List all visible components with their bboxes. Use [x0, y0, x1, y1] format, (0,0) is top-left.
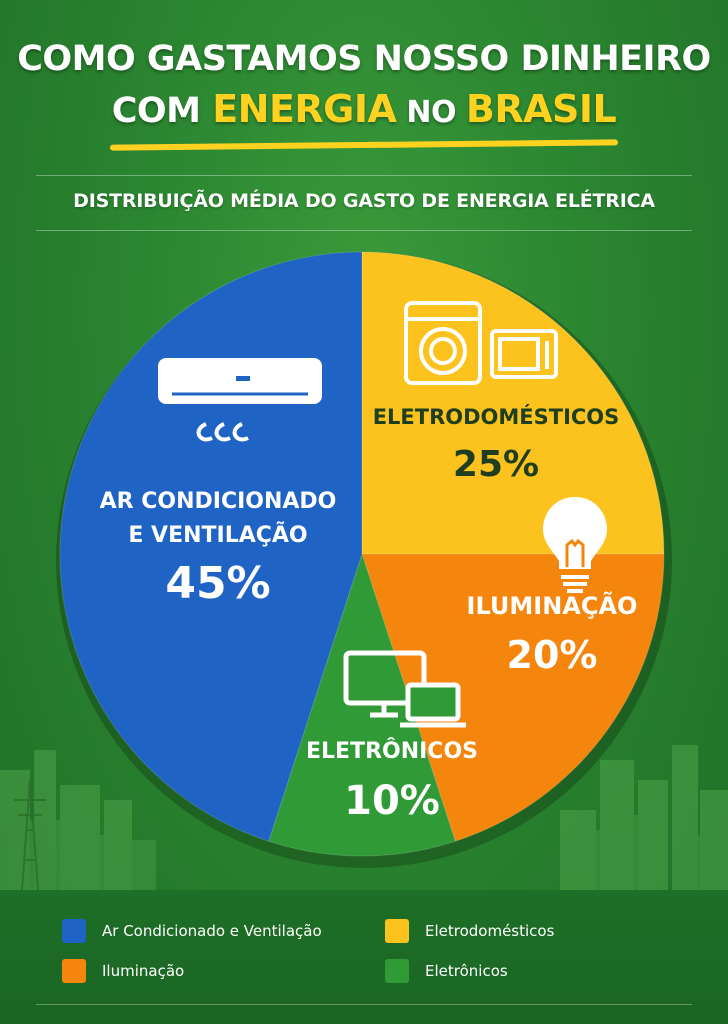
- slice-eletrodomesticos: [361, 251, 665, 555]
- slice-label: ILUMINAÇÃO: [467, 591, 638, 620]
- slice-label: AR CONDICIONADO: [100, 489, 337, 514]
- slice-value-label: 25%: [453, 444, 539, 485]
- legend-swatch: [62, 919, 86, 943]
- chart-title: DISTRIBUIÇÃO MÉDIA DO GASTO DE ENERGIA E…: [73, 190, 655, 212]
- title-brasil: BRASIL: [465, 87, 617, 131]
- legend-swatch: [385, 959, 409, 983]
- slice-label: ELETRODOMÉSTICOS: [373, 404, 620, 429]
- subtitle-divider: [36, 230, 692, 231]
- city-skyline: [0, 745, 728, 890]
- title-line-1: COMO GASTAMOS NOSSO DINHEIRO: [17, 39, 711, 79]
- pie-slices: [59, 251, 665, 857]
- appliances-icon: [404, 301, 558, 385]
- title-com: COM: [111, 91, 213, 131]
- slice-value-label: 20%: [507, 633, 598, 677]
- legend-item-iluminacao: Iluminação: [62, 958, 184, 984]
- title-line-2: COM ENERGIA NO BRASIL: [0, 84, 728, 138]
- slice-label: ELETRÔNICOS: [306, 738, 478, 764]
- title-energia: ENERGIA: [212, 87, 397, 131]
- legend-item-eletrodomesticos: Eletrodomésticos: [385, 918, 554, 944]
- light-bulb-icon: [543, 497, 607, 593]
- legend-label: Eletrônicos: [425, 962, 508, 980]
- footer-divider: [36, 1004, 692, 1005]
- legend-swatch: [385, 919, 409, 943]
- top-divider: [36, 175, 692, 176]
- air-conditioner-icon: [158, 358, 322, 442]
- page-title: COMO GASTAMOS NOSSO DINHEIRO COM ENERGIA…: [0, 34, 728, 138]
- legend-item-eletronicos: Eletrônicos: [385, 958, 508, 984]
- title-no: NO: [396, 95, 466, 130]
- slice-value-label: 45%: [165, 558, 270, 609]
- slice-value-label: 10%: [344, 778, 440, 824]
- legend-label: Ar Condicionado e Ventilação: [102, 922, 322, 940]
- legend: Ar Condicionado e Ventilação Eletrodomés…: [0, 890, 728, 1024]
- legend-label: Iluminação: [102, 962, 185, 980]
- slice-iluminacao: [361, 553, 665, 842]
- slice-labels: AR CONDICIONADO E VENTILAÇÃO 45% ELETRODOMÉ…: [100, 404, 638, 824]
- electronics-icon: [343, 650, 466, 728]
- slice-label: E VENTILAÇÃO: [128, 522, 307, 548]
- legend-swatch: [62, 959, 86, 983]
- legend-item-ar-condicionado: Ar Condicionado e Ventilação: [62, 918, 322, 944]
- legend-label: Eletrodomésticos: [425, 922, 555, 940]
